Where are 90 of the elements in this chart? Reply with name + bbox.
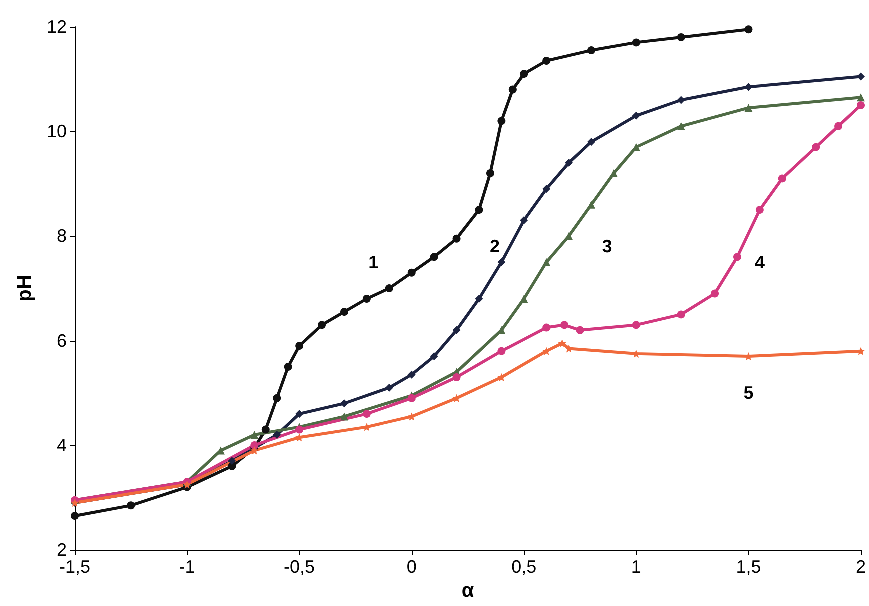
- y-tick-label: 6: [56, 330, 67, 351]
- point: [744, 26, 753, 34]
- series-label: 3: [602, 236, 612, 257]
- y-tick-label: 4: [56, 435, 67, 456]
- point: [385, 284, 394, 293]
- point: [71, 512, 79, 520]
- point: [520, 295, 528, 304]
- point: [340, 412, 348, 421]
- point: [362, 410, 371, 418]
- series-label: 2: [490, 236, 500, 257]
- x-tick-label: -1: [179, 557, 196, 578]
- y-tick-label: 12: [46, 17, 67, 37]
- point: [632, 112, 640, 120]
- point: [262, 426, 270, 434]
- point: [857, 101, 865, 110]
- point: [430, 253, 438, 262]
- point: [273, 431, 282, 440]
- point: [677, 33, 686, 42]
- x-axis-title: α: [462, 580, 475, 602]
- point: [756, 206, 764, 214]
- point: [385, 384, 394, 392]
- x-tick-label: 2: [856, 557, 866, 578]
- point: [250, 441, 259, 450]
- point: [576, 326, 584, 334]
- series-label: 5: [744, 383, 754, 404]
- point: [744, 104, 753, 112]
- point: [542, 324, 551, 332]
- point: [228, 457, 236, 466]
- y-axis-title: pH: [14, 275, 36, 302]
- point: [475, 295, 484, 304]
- point: [250, 446, 259, 455]
- point: [565, 159, 574, 168]
- point: [452, 326, 461, 334]
- series-label: 1: [368, 252, 379, 272]
- point: [362, 295, 371, 304]
- point: [498, 373, 506, 382]
- point: [284, 363, 292, 372]
- point: [296, 342, 304, 350]
- point: [711, 290, 720, 298]
- point: [632, 321, 640, 330]
- point: [588, 200, 596, 209]
- point: [486, 169, 494, 178]
- point: [520, 216, 528, 225]
- point: [475, 206, 484, 214]
- x-tick-label: -0,5: [284, 557, 316, 578]
- x-tick-label: 0,5: [512, 557, 537, 578]
- point: [588, 46, 596, 55]
- point: [340, 308, 348, 316]
- series-label: 4: [754, 252, 765, 272]
- point: [677, 96, 686, 104]
- point: [452, 234, 461, 243]
- point: [778, 174, 786, 183]
- point: [542, 57, 551, 65]
- point: [542, 258, 551, 266]
- point: [430, 352, 438, 361]
- point: [452, 373, 461, 382]
- point: [542, 347, 551, 356]
- point: [296, 426, 304, 434]
- point: [812, 143, 820, 152]
- point: [744, 83, 753, 92]
- point: [498, 347, 506, 356]
- x-tick-label: 1: [631, 557, 642, 578]
- point: [632, 38, 640, 47]
- point: [273, 394, 282, 402]
- point: [560, 321, 569, 330]
- point: [520, 70, 528, 78]
- point: [340, 400, 348, 408]
- point: [677, 310, 686, 319]
- point: [408, 370, 416, 379]
- point: [856, 94, 865, 102]
- point: [610, 169, 618, 178]
- y-tick-label: 10: [46, 122, 67, 142]
- point: [558, 339, 566, 348]
- point: [250, 431, 259, 440]
- point: [498, 258, 506, 266]
- point: [408, 268, 416, 277]
- x-tick-label: 0: [406, 557, 417, 578]
- point: [508, 86, 517, 94]
- point: [296, 410, 304, 418]
- point: [588, 138, 596, 146]
- point: [498, 117, 506, 126]
- point: [408, 394, 416, 402]
- point: [542, 185, 551, 194]
- x-tick-label: 1,5: [736, 557, 762, 578]
- point: [318, 321, 326, 330]
- point: [127, 502, 136, 510]
- point: [677, 122, 686, 130]
- point: [834, 122, 843, 130]
- point: [733, 253, 742, 262]
- y-tick-label: 8: [56, 226, 67, 246]
